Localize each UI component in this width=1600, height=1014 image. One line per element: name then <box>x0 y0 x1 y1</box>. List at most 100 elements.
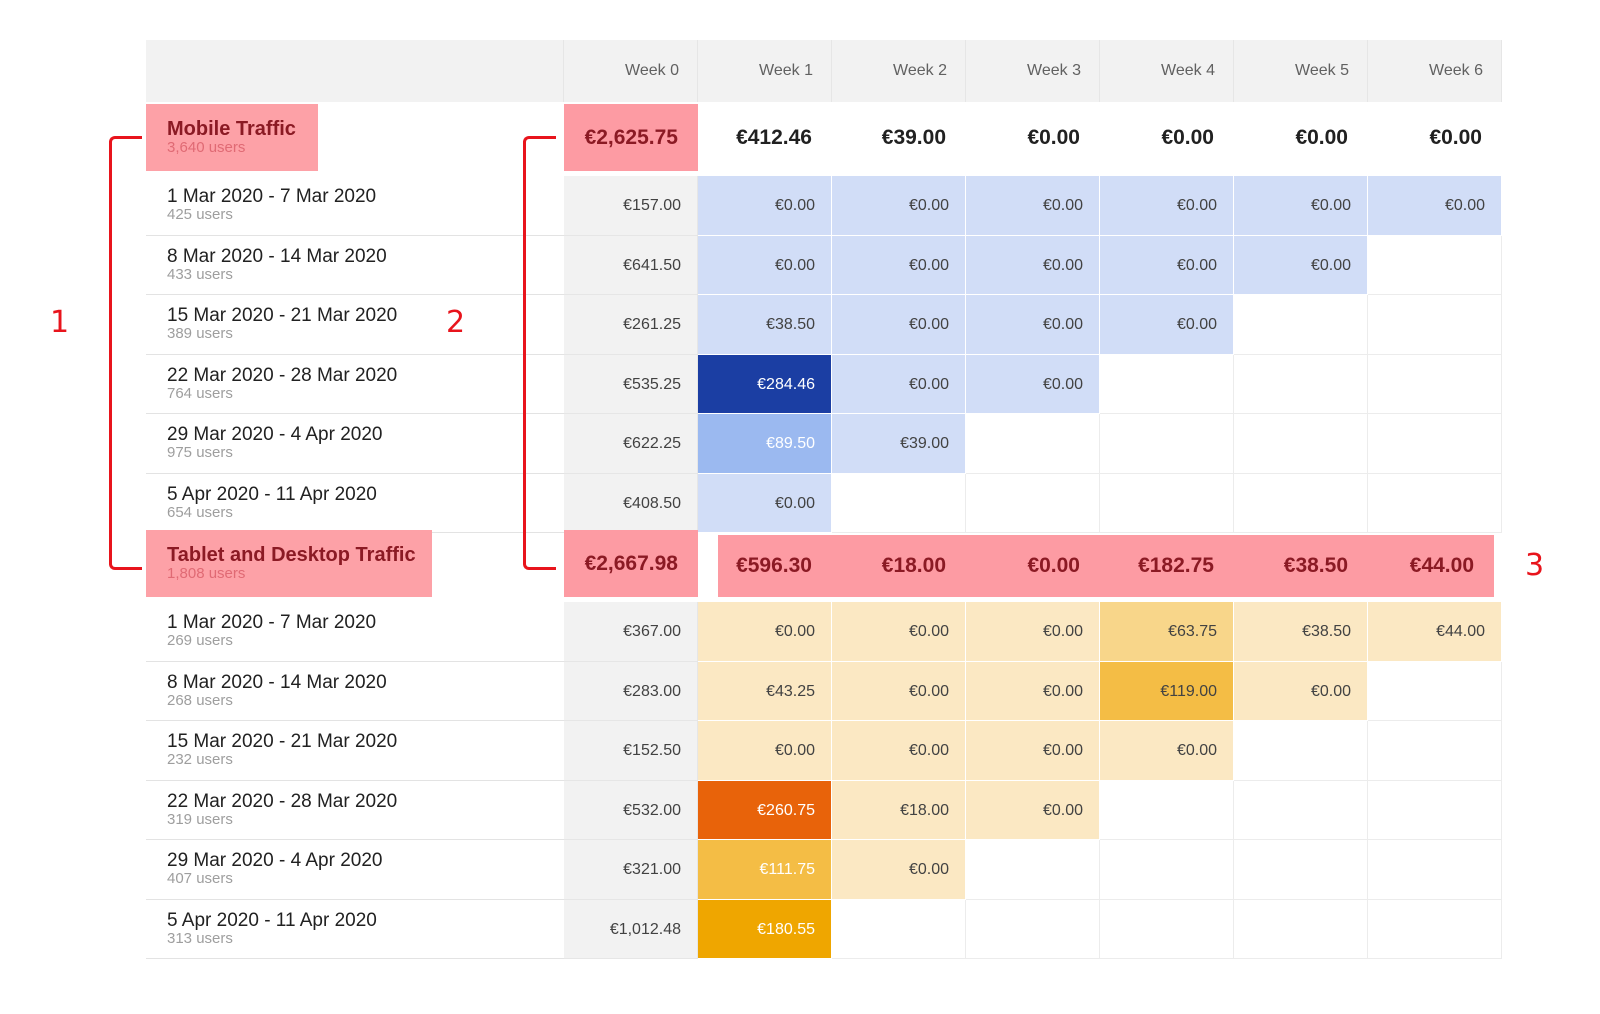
cohort-value-cell[interactable]: €0.00 <box>1234 176 1368 236</box>
cohort-row-label[interactable]: 8 Mar 2020 - 14 Mar 2020 433 users <box>146 235 564 295</box>
cohort-value-cell[interactable]: €0.00 <box>966 661 1100 721</box>
cohort-value-cell[interactable]: €0.00 <box>1100 295 1234 355</box>
cohort-value-cell[interactable]: €43.25 <box>698 661 832 721</box>
cohort-value-cell[interactable]: €0.00 <box>1234 661 1368 721</box>
week-header-6[interactable]: Week 6 <box>1368 40 1502 102</box>
cohort-value-cell[interactable]: €0.00 <box>966 235 1100 295</box>
cohort-value-cell[interactable]: €0.00 <box>966 780 1100 840</box>
empty-cell <box>832 473 966 533</box>
cohort-value-cell[interactable]: €111.75 <box>698 840 832 900</box>
cohort-value-cell[interactable]: €0.00 <box>832 840 966 900</box>
cohort-value-cell[interactable]: €0.00 <box>698 473 832 533</box>
cohort-value-cell[interactable]: €63.75 <box>1100 602 1234 662</box>
cohort-value-cell[interactable]: €0.00 <box>966 354 1100 414</box>
segment-total: €0.00 <box>966 535 1100 597</box>
cohort-date-range: 15 Mar 2020 - 21 Mar 2020 <box>167 731 398 752</box>
week0-value-cell[interactable]: €622.25 <box>564 414 698 474</box>
segment-total: €596.30 <box>718 535 832 597</box>
week0-value-cell[interactable]: €261.25 <box>564 295 698 355</box>
cohort-row-label[interactable]: 22 Mar 2020 - 28 Mar 2020 319 users <box>146 780 564 840</box>
cohort-value-cell[interactable]: €0.00 <box>966 602 1100 662</box>
cohort-value-cell[interactable]: €0.00 <box>698 721 832 781</box>
empty-cell <box>832 899 966 959</box>
cohort-value-cell[interactable]: €0.00 <box>832 354 966 414</box>
cohort-value-cell[interactable]: €0.00 <box>1100 235 1234 295</box>
week-header-0[interactable]: Week 0 <box>564 40 698 102</box>
cohort-value-cell[interactable]: €39.00 <box>832 414 966 474</box>
segment-label-0[interactable]: Mobile Traffic 3,640 users <box>146 104 318 171</box>
cohort-value-cell[interactable]: €0.00 <box>832 176 966 236</box>
cohort-value-cell[interactable]: €284.46 <box>698 354 832 414</box>
week-header-5[interactable]: Week 5 <box>1234 40 1368 102</box>
annotation-bracket-2 <box>523 136 556 570</box>
week0-value-cell[interactable]: €283.00 <box>564 661 698 721</box>
cohort-users: 319 users <box>167 810 233 828</box>
empty-cell <box>1368 780 1502 840</box>
cohort-value-cell[interactable]: €0.00 <box>966 721 1100 781</box>
cohort-value-cell[interactable]: €0.00 <box>1368 176 1502 236</box>
empty-cell <box>1234 473 1368 533</box>
cohort-value-cell[interactable]: €44.00 <box>1368 602 1502 662</box>
cohort-value-cell[interactable]: €0.00 <box>966 295 1100 355</box>
empty-cell <box>1368 721 1502 781</box>
cohort-value-cell[interactable]: €260.75 <box>698 780 832 840</box>
cohort-value-cell[interactable]: €180.55 <box>698 899 832 959</box>
empty-cell <box>966 899 1100 959</box>
cohort-value-cell[interactable]: €89.50 <box>698 414 832 474</box>
week0-value-cell[interactable]: €367.00 <box>564 602 698 662</box>
week0-value-cell[interactable]: €1,012.48 <box>564 899 698 959</box>
week0-value-cell[interactable]: €157.00 <box>564 176 698 236</box>
cohort-value-cell[interactable]: €38.50 <box>1234 602 1368 662</box>
week-header-1[interactable]: Week 1 <box>698 40 832 102</box>
cohort-row-label[interactable]: 1 Mar 2020 - 7 Mar 2020 269 users <box>146 602 564 662</box>
segment-users: 3,640 users <box>167 139 246 156</box>
cohort-value-cell[interactable]: €0.00 <box>1234 235 1368 295</box>
annotation-bracket-1 <box>109 136 142 570</box>
cohort-row-label[interactable]: 1 Mar 2020 - 7 Mar 2020 425 users <box>146 176 564 236</box>
week-header-4[interactable]: Week 4 <box>1100 40 1234 102</box>
cohort-users: 389 users <box>167 325 233 342</box>
empty-cell <box>1234 721 1368 781</box>
week-header-2[interactable]: Week 2 <box>832 40 966 102</box>
cohort-value-cell[interactable]: €0.00 <box>832 602 966 662</box>
cohort-value-cell[interactable]: €0.00 <box>1100 721 1234 781</box>
cohort-value-cell[interactable]: €0.00 <box>698 176 832 236</box>
week-header-3[interactable]: Week 3 <box>966 40 1100 102</box>
cohort-row-label[interactable]: 8 Mar 2020 - 14 Mar 2020 268 users <box>146 661 564 721</box>
cohort-value-cell[interactable]: €119.00 <box>1100 661 1234 721</box>
week0-value-cell[interactable]: €532.00 <box>564 780 698 840</box>
cohort-row-label[interactable]: 29 Mar 2020 - 4 Apr 2020 407 users <box>146 840 564 900</box>
cohort-value-cell[interactable]: €0.00 <box>966 176 1100 236</box>
segment-total: €0.00 <box>1295 126 1348 149</box>
cohort-row-label[interactable]: 22 Mar 2020 - 28 Mar 2020 764 users <box>146 354 564 414</box>
segment-label-1[interactable]: Tablet and Desktop Traffic 1,808 users <box>146 530 432 597</box>
annotation-marker-3: 3 <box>1525 548 1545 583</box>
empty-cell <box>1100 899 1234 959</box>
cohort-row-label[interactable]: 15 Mar 2020 - 21 Mar 2020 389 users <box>146 295 564 355</box>
empty-cell <box>1368 473 1502 533</box>
cohort-value-cell[interactable]: €0.00 <box>832 235 966 295</box>
cohort-value-cell[interactable]: €18.00 <box>832 780 966 840</box>
cohort-row-label[interactable]: 29 Mar 2020 - 4 Apr 2020 975 users <box>146 414 564 474</box>
cohort-value-cell[interactable]: €0.00 <box>832 661 966 721</box>
cohort-users: 975 users <box>167 444 233 461</box>
cohort-value-cell[interactable]: €0.00 <box>698 235 832 295</box>
empty-cell <box>1234 780 1368 840</box>
cohort-value-cell[interactable]: €0.00 <box>832 721 966 781</box>
week0-value-cell[interactable]: €321.00 <box>564 840 698 900</box>
cohort-row-label[interactable]: 5 Apr 2020 - 11 Apr 2020 313 users <box>146 899 564 959</box>
week0-value-cell[interactable]: €535.25 <box>564 354 698 414</box>
annotation-marker-2: 2 <box>446 305 466 340</box>
cohort-value-cell[interactable]: €0.00 <box>1100 176 1234 236</box>
cohort-users: 313 users <box>167 929 233 947</box>
cohort-value-cell[interactable]: €0.00 <box>698 602 832 662</box>
cohort-row-label[interactable]: 5 Apr 2020 - 11 Apr 2020 654 users <box>146 473 564 533</box>
cohort-value-cell[interactable]: €0.00 <box>832 295 966 355</box>
cohort-value-cell[interactable]: €38.50 <box>698 295 832 355</box>
cohort-row-label[interactable]: 15 Mar 2020 - 21 Mar 2020 232 users <box>146 721 564 781</box>
cohort-date-range: 29 Mar 2020 - 4 Apr 2020 <box>167 850 383 871</box>
segment-users: 1,808 users <box>167 565 246 582</box>
week0-value-cell[interactable]: €152.50 <box>564 721 698 781</box>
week0-value-cell[interactable]: €408.50 <box>564 473 698 533</box>
week0-value-cell[interactable]: €641.50 <box>564 235 698 295</box>
